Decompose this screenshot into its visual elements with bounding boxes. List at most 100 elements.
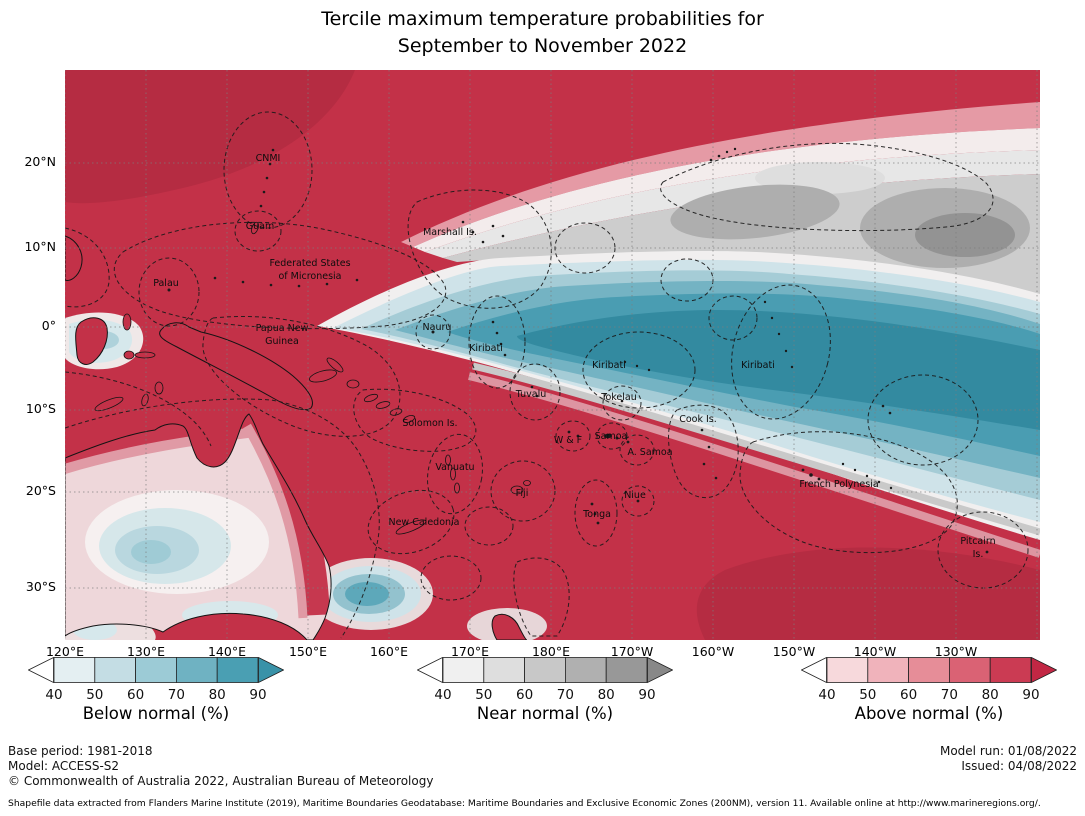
halmahera bbox=[122, 313, 132, 331]
region-label: Niue bbox=[624, 490, 646, 501]
colorbar-tick: 40 bbox=[818, 687, 835, 703]
lat-label: 20°N bbox=[24, 154, 56, 169]
shapefile-attribution: Shapefile data extracted from Flanders M… bbox=[8, 798, 1041, 809]
fiji-island bbox=[523, 480, 531, 486]
south-gray-band bbox=[472, 362, 1040, 536]
lon-label: 170°W bbox=[610, 644, 654, 659]
region-labels: CNMI Guam Marshall Is. Federated States … bbox=[153, 153, 995, 560]
region-label: Pitcairn bbox=[960, 536, 995, 547]
colorbar-segment bbox=[605, 657, 648, 683]
lon-label: 170°E bbox=[450, 644, 489, 659]
region-label: Tuvalu bbox=[515, 389, 547, 400]
mindanao bbox=[65, 235, 83, 281]
colorbar-segment bbox=[483, 657, 526, 683]
lat-label: 10°N bbox=[24, 239, 56, 254]
pacific-probability-map: CNMI Guam Marshall Is. Federated States … bbox=[65, 70, 1040, 640]
region-label: Kiribati bbox=[592, 360, 626, 371]
region-label: CNMI bbox=[256, 153, 281, 164]
region-label: Nauru bbox=[423, 322, 452, 333]
lon-label: 120°E bbox=[45, 644, 84, 659]
colorbar-segment bbox=[867, 657, 910, 683]
lon-label: 180°E bbox=[531, 644, 570, 659]
model-text: Model: ACCESS-S2 bbox=[8, 758, 120, 773]
colorbar-arrow-right bbox=[258, 657, 284, 684]
island-dots bbox=[167, 147, 989, 554]
colorbar-segment bbox=[989, 657, 1032, 683]
lon-label: 140°E bbox=[207, 644, 246, 659]
guam-island bbox=[251, 221, 259, 235]
region-label: Solomon Is. bbox=[402, 418, 457, 429]
footer-right: Model run: 01/08/2022 Issued: 04/08/2022 bbox=[940, 744, 1077, 774]
new-britain bbox=[309, 369, 337, 383]
colorbar-tick: 40 bbox=[45, 687, 62, 703]
solomon-island bbox=[363, 393, 379, 403]
colorbar-segment bbox=[564, 657, 607, 683]
colorbar-segment bbox=[442, 657, 485, 683]
colorbar-segment bbox=[175, 657, 218, 683]
colorbar-arrow-left bbox=[417, 657, 443, 684]
legend-above-normal: 40 50 60 70 80 90 Above normal (%) bbox=[801, 657, 1057, 723]
sulawesi bbox=[75, 317, 108, 365]
colorbar-segment bbox=[948, 657, 991, 683]
tasman-cool-core bbox=[345, 582, 389, 606]
colorbar-segment bbox=[135, 657, 177, 683]
title-line-1: Tercile maximum temperature probabilitie… bbox=[321, 8, 764, 30]
lat-label: 20°S bbox=[25, 483, 56, 498]
region-label: Palau bbox=[153, 278, 179, 289]
copyright-text: © Commonwealth of Australia 2022, Austra… bbox=[8, 773, 434, 788]
legend-caption-near-normal: Near normal (%) bbox=[476, 704, 614, 723]
colorbar-tick: 80 bbox=[982, 687, 999, 703]
lon-label: 160°E bbox=[369, 644, 408, 659]
colorbar-near-normal: 40 50 60 70 80 90 bbox=[417, 657, 673, 703]
colorbar-tick: 90 bbox=[638, 687, 655, 703]
light-gray-band bbox=[425, 150, 1040, 258]
model-run-text: Model run: 01/08/2022 bbox=[939, 744, 1077, 758]
colorbar-tick: 50 bbox=[859, 687, 876, 703]
lon-label: 150°W bbox=[772, 644, 816, 659]
legend-below-normal: 40 50 60 70 80 90 Below normal (%) bbox=[28, 657, 284, 723]
vanuatu-island bbox=[450, 467, 456, 481]
lat-label: 30°S bbox=[25, 579, 56, 594]
pink-transition-band bbox=[401, 102, 1040, 247]
colorbar-tick: 40 bbox=[434, 687, 451, 703]
lat-label: 0° bbox=[41, 318, 56, 333]
lon-label: 160°W bbox=[691, 644, 735, 659]
region-label: Vanuatu bbox=[435, 462, 474, 473]
base-period-text: Base period: 1981-2018 bbox=[8, 744, 153, 758]
dark-gray-patch bbox=[670, 184, 840, 240]
colorbar-tick: 50 bbox=[86, 687, 103, 703]
timor bbox=[94, 396, 124, 412]
bougainville bbox=[346, 379, 360, 389]
colorbar-tick: 70 bbox=[941, 687, 958, 703]
lon-label: 130°W bbox=[934, 644, 978, 659]
colorbar-arrow-left bbox=[28, 657, 54, 684]
colorbar-segment bbox=[216, 657, 259, 683]
vanuatu-island bbox=[445, 454, 451, 466]
region-label: W & F bbox=[554, 435, 582, 446]
region-label: New Caledonia bbox=[388, 517, 459, 528]
dark-red-patch bbox=[65, 70, 355, 204]
buru bbox=[123, 350, 135, 360]
probability-field bbox=[65, 70, 1040, 640]
colorbar-tick: 80 bbox=[209, 687, 226, 703]
new-guinea bbox=[159, 322, 313, 411]
colorbar-tick: 60 bbox=[900, 687, 917, 703]
region-label: French Polynesia bbox=[799, 479, 878, 490]
colorbar-above-normal: 40 50 60 70 80 90 bbox=[801, 657, 1057, 703]
colorbar-tick: 60 bbox=[127, 687, 144, 703]
region-label: Fiji bbox=[516, 488, 529, 499]
colorbar-below-normal: 40 50 60 70 80 90 bbox=[28, 657, 284, 703]
colorbar-tick: 50 bbox=[475, 687, 492, 703]
region-label: Papua New bbox=[256, 323, 309, 334]
lon-label: 140°W bbox=[853, 644, 897, 659]
legend-caption-above-normal: Above normal (%) bbox=[854, 704, 1004, 723]
region-label: of Micronesia bbox=[278, 271, 341, 282]
region-label: Tokelau bbox=[600, 392, 637, 403]
colorbar-segment bbox=[53, 657, 96, 683]
colorbar-segment bbox=[826, 657, 869, 683]
region-label: Is. bbox=[973, 549, 984, 560]
colorbar-segment bbox=[908, 657, 950, 683]
white-transition-band bbox=[413, 128, 1040, 252]
region-label: Kiribati bbox=[469, 343, 503, 354]
